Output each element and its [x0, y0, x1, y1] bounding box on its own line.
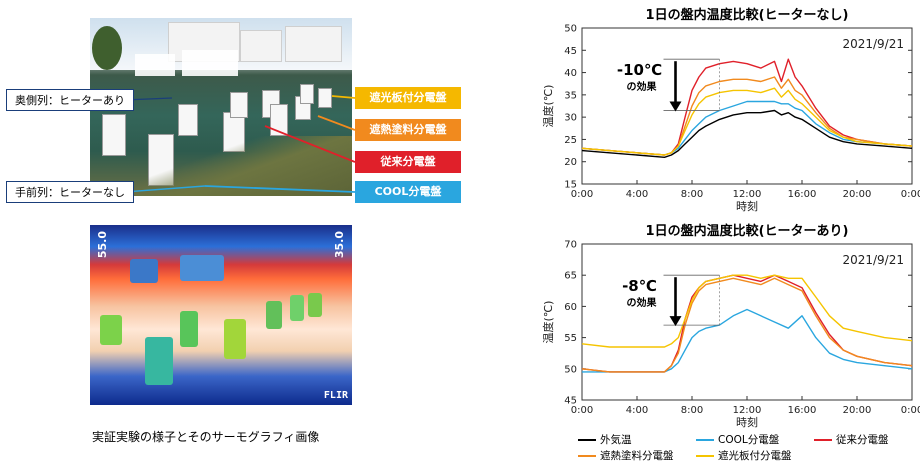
y-tick-label: 25: [564, 135, 577, 146]
tag-front-row: 手前列：ヒーターなし: [6, 181, 134, 203]
tag-conventional: 従来分電盤: [355, 151, 461, 173]
y-axis-label: 温度(℃): [541, 301, 555, 344]
x-tick-label: 0:00: [571, 405, 593, 416]
chart-title: 1日の盤内温度比較(ヒーターあり): [646, 223, 849, 239]
x-axis-label: 時刻: [736, 415, 758, 429]
x-tick-label: 0:00: [901, 189, 920, 200]
y-tick-label: 40: [564, 68, 577, 79]
tag-shade-board: 遮光板付分電盤: [355, 87, 461, 109]
tag-cool: COOL分電盤: [355, 181, 461, 203]
y-tick-label: 55: [564, 333, 577, 344]
plot-frame: [581, 243, 913, 401]
flir-logo: FLIR: [323, 390, 348, 401]
x-tick-label: 16:00: [788, 405, 817, 416]
annotation-sub: の効果: [627, 80, 658, 93]
chart-date: 2021/9/21: [842, 253, 904, 267]
annotation-value: -10℃: [617, 61, 662, 79]
legend-shade-board: 遮光板付分電盤: [696, 448, 792, 463]
y-tick-label: 65: [564, 271, 577, 282]
y-tick-label: 20: [564, 157, 577, 168]
legend-cool: COOL分電盤: [696, 432, 779, 447]
y-axis-label: 温度(℃): [541, 85, 555, 128]
thermal-image: 55.0 35.0 FLIR: [90, 225, 352, 405]
x-tick-label: 16:00: [788, 189, 817, 200]
plot-frame: [581, 27, 913, 185]
tag-heat-shield-paint: 遮熱塗料分電盤: [355, 119, 461, 141]
y-tick-label: 15: [564, 180, 577, 191]
annotation-arrowhead: [669, 316, 682, 327]
image-caption: 実証実験の様子とそのサーモグラフィ画像: [92, 430, 320, 444]
x-tick-label: 8:00: [681, 189, 703, 200]
chart-title: 1日の盤内温度比較(ヒーターなし): [646, 7, 849, 23]
y-tick-label: 35: [564, 90, 577, 101]
y-tick-label: 45: [564, 396, 577, 407]
y-tick-label: 30: [564, 113, 577, 124]
series-line: [581, 109, 913, 159]
series-line: [581, 100, 913, 156]
annotation-sub: の効果: [627, 296, 658, 309]
y-tick-label: 70: [564, 240, 577, 251]
x-tick-label: 4:00: [626, 189, 648, 200]
x-tick-label: 12:00: [733, 189, 762, 200]
series-line: [581, 87, 913, 156]
annotation-value: -8℃: [622, 277, 657, 295]
chart-no-heater: 1日の盤内温度比較(ヒーターなし) 15 20 25 30 35 40 45 50 0:00 4:0…: [541, 7, 920, 213]
annotation-arrowhead: [669, 101, 682, 112]
x-tick-label: 0:00: [571, 189, 593, 200]
tag-rear-row: 奥側列：ヒーターあり: [6, 89, 134, 111]
y-tick-label: 45: [564, 46, 577, 57]
series-line: [582, 308, 913, 373]
legend-outdoor: 外気温: [578, 432, 632, 447]
x-tick-label: 4:00: [626, 405, 648, 416]
x-tick-label: 0:00: [901, 405, 920, 416]
y-tick-label: 50: [564, 364, 577, 375]
y-tick-label: 50: [564, 24, 577, 35]
legend-heat-shield: 遮熱塗料分電盤: [578, 448, 674, 463]
x-tick-label: 20:00: [843, 405, 872, 416]
y-tick-label: 60: [564, 302, 577, 313]
chart-date: 2021/9/21: [842, 37, 904, 51]
x-tick-label: 12:00: [733, 405, 762, 416]
chart-with-heater: 1日の盤内温度比較(ヒーターあり) 45 50 55 60 65 70 0:00 4:00 8:0…: [541, 223, 920, 429]
x-axis-label: 時刻: [736, 199, 758, 213]
series-line: [581, 274, 913, 348]
x-tick-label: 20:00: [843, 189, 872, 200]
legend-conventional: 従来分電盤: [814, 432, 889, 447]
series-line: [581, 277, 913, 373]
x-tick-label: 8:00: [681, 405, 703, 416]
